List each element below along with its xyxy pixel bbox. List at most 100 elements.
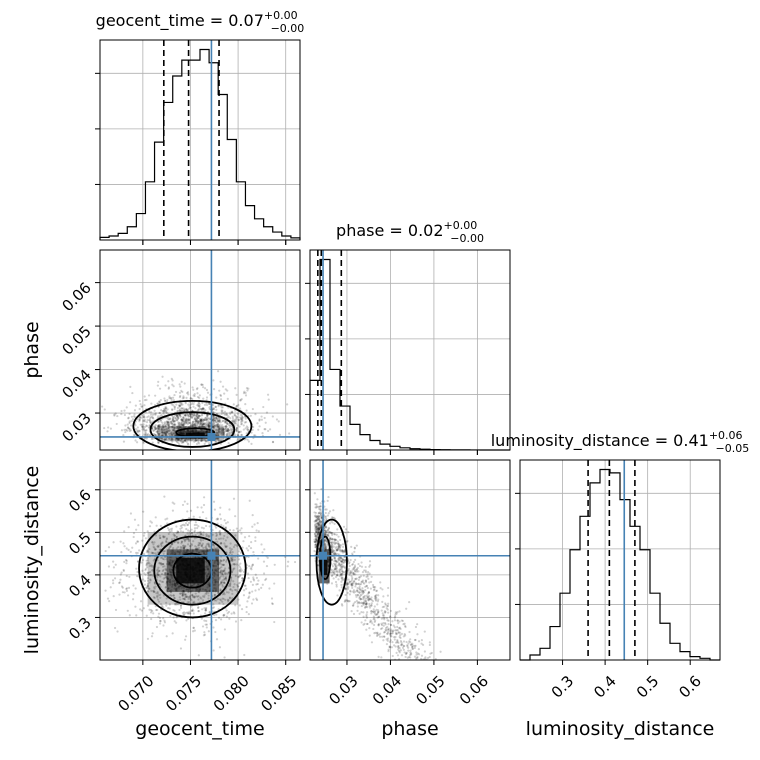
sample-point: [200, 407, 203, 411]
sample-point: [228, 508, 231, 511]
sample-point: [159, 562, 163, 565]
sample-point: [163, 428, 166, 431]
sample-point: [159, 424, 162, 427]
sample-point: [413, 661, 415, 663]
sample-point: [193, 529, 196, 532]
sample-point: [157, 566, 160, 569]
sample-point: [142, 534, 146, 537]
sample-point: [229, 411, 232, 414]
sample-point: [336, 553, 339, 556]
sample-point: [319, 540, 322, 543]
sample-point: [120, 429, 124, 432]
sample-point: [233, 422, 236, 425]
sample-point: [169, 544, 172, 548]
sample-point: [377, 598, 380, 601]
sample-point: [153, 426, 157, 429]
sample-point: [275, 418, 279, 421]
sample-point: [197, 606, 200, 610]
sample-point: [365, 613, 368, 616]
sample-point: [377, 623, 380, 626]
sample-point: [175, 414, 178, 417]
sample-point: [477, 755, 479, 757]
sample-point: [218, 428, 221, 431]
sample-point: [215, 416, 218, 420]
sample-point: [420, 680, 422, 682]
sample-point: [336, 594, 339, 597]
sample-point: [206, 417, 209, 420]
sample-point: [186, 442, 189, 445]
sample-point: [135, 528, 138, 531]
sample-point: [376, 611, 380, 615]
sample-point: [389, 623, 393, 627]
sample-point: [402, 648, 405, 651]
sample-point: [286, 403, 289, 406]
sample-point: [162, 535, 165, 538]
sample-point: [252, 425, 255, 429]
sample-point: [460, 721, 462, 723]
sample-point: [219, 588, 222, 591]
sample-point: [125, 587, 129, 590]
sample-point: [410, 676, 412, 678]
sample-point: [207, 425, 211, 429]
sample-point: [320, 535, 323, 538]
sample-point: [317, 528, 321, 532]
sample-point: [208, 418, 211, 421]
sample-point: [195, 439, 198, 442]
sample-point: [467, 744, 469, 746]
sample-point: [329, 571, 332, 574]
sample-point: [365, 605, 368, 608]
sample-point: [192, 394, 195, 397]
sample-point: [204, 609, 207, 612]
sample-point: [237, 585, 240, 588]
sample-point: [191, 630, 195, 633]
sample-point: [158, 548, 162, 552]
sample-point: [409, 663, 411, 665]
sample-point: [415, 653, 418, 656]
sample-point: [223, 534, 226, 538]
sample-point: [400, 643, 403, 646]
sample-point: [394, 613, 397, 616]
sample-point: [171, 418, 175, 421]
sample-point: [160, 580, 163, 583]
sample-point: [126, 429, 129, 432]
sample-point: [293, 560, 297, 564]
sample-point: [333, 543, 336, 546]
sample-point: [452, 716, 454, 718]
sample-point: [197, 420, 200, 423]
sample-point: [380, 623, 384, 627]
sample-point: [139, 403, 142, 406]
sample-point: [156, 430, 159, 433]
sample-point: [163, 621, 167, 624]
sample-point: [203, 426, 206, 429]
sample-point: [217, 427, 220, 430]
sample-point: [151, 427, 154, 430]
sample-point: [375, 589, 379, 592]
sample-point: [246, 572, 250, 575]
sample-point: [340, 563, 343, 566]
sample-point: [335, 545, 338, 548]
sample-point: [425, 668, 427, 670]
sample-point: [407, 671, 409, 673]
sample-point: [245, 587, 248, 590]
sample-point: [180, 542, 183, 545]
sample-point: [317, 527, 320, 530]
sample-point: [171, 440, 174, 443]
sample-point: [219, 571, 222, 574]
sample-point: [200, 408, 203, 411]
sample-point: [226, 389, 229, 392]
sample-point: [404, 624, 407, 628]
sample-point: [163, 550, 167, 553]
sample-point: [327, 527, 330, 531]
sample-point: [418, 668, 420, 670]
sample-point: [330, 582, 334, 585]
sample-point: [318, 528, 321, 531]
sample-point: [137, 430, 140, 434]
sample-point: [411, 683, 413, 685]
sample-point: [137, 524, 140, 527]
sample-point: [181, 403, 184, 406]
sample-point: [449, 707, 451, 709]
sample-point: [219, 571, 222, 574]
sample-point: [150, 551, 153, 554]
sample-point: [217, 424, 220, 427]
sample-point: [350, 583, 354, 586]
